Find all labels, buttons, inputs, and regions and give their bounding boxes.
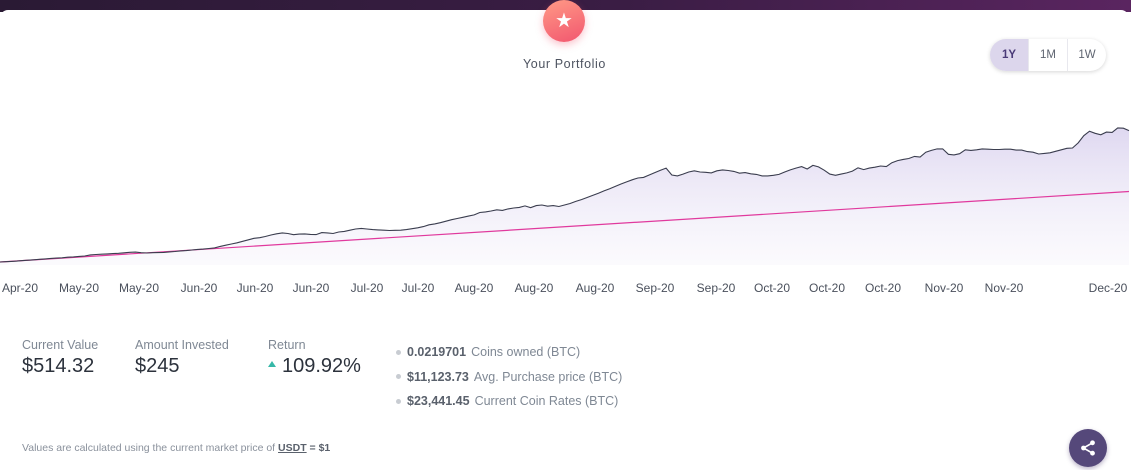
- bullet-icon: [396, 374, 401, 380]
- amount-invested-value: $245: [135, 355, 180, 377]
- return-value: 109.92%: [282, 355, 361, 377]
- x-tick-label: Nov-20: [925, 281, 964, 295]
- arrow-up-icon: [268, 360, 276, 367]
- amount-invested-stat: Amount Invested $245: [135, 338, 229, 378]
- time-range-toggle: 1Y 1M 1W: [990, 39, 1106, 71]
- current-coin-rate-value: $23,441.45: [407, 394, 470, 409]
- return-label: Return: [268, 338, 306, 352]
- x-tick-label: Nov-20: [985, 281, 1024, 295]
- portfolio-chart: Apr-20 May-20 May-20 Jun-20 Jun-20 Jun-20 Jul-…: [0, 127, 1130, 295]
- current-value-stat: Current Value $514.32: [22, 338, 98, 378]
- x-tick-label: Jun-20: [237, 281, 274, 295]
- x-tick-label: Jul-20: [402, 281, 435, 295]
- usdt-link[interactable]: USDT: [278, 442, 307, 454]
- current-coin-rate-label: Current Coin Rates (BTC): [474, 394, 619, 409]
- current-value: $514.32: [22, 355, 95, 377]
- bullet-icon: [396, 349, 401, 355]
- share-button[interactable]: [1069, 429, 1107, 467]
- x-tick-label: Aug-20: [515, 281, 554, 295]
- x-tick-label: Oct-20: [809, 281, 845, 295]
- coin-details: 0.0219701 Coins owned (BTC) $11,123.73 A…: [396, 340, 622, 414]
- x-tick-label: Jul-20: [351, 281, 384, 295]
- footnote-text: Values are calculated using the current …: [22, 442, 276, 454]
- detail-coins-owned: 0.0219701 Coins owned (BTC): [396, 340, 622, 365]
- range-1m-button[interactable]: 1M: [1028, 39, 1067, 71]
- portfolio-series-line: [0, 127, 1130, 263]
- bullet-icon: [396, 398, 401, 404]
- footnote-equals: = $1: [309, 442, 331, 454]
- x-tick-label: Aug-20: [576, 281, 615, 295]
- avg-purchase-price-label: Avg. Purchase price (BTC): [473, 369, 623, 384]
- current-value-label: Current Value: [22, 338, 99, 352]
- x-tick-label: Aug-20: [455, 281, 494, 295]
- star-icon: ★: [555, 10, 573, 32]
- x-tick-label: May-20: [59, 281, 99, 295]
- x-tick-label: Apr-20: [2, 281, 38, 295]
- x-tick-label: Dec-20: [1089, 281, 1128, 295]
- share-icon: [1081, 440, 1095, 456]
- x-tick-label: Jun-20: [181, 281, 218, 295]
- page-title: Your Portfolio: [523, 57, 606, 71]
- x-tick-label: Jun-20: [293, 281, 330, 295]
- amount-invested-label: Amount Invested: [135, 338, 229, 352]
- detail-current-coin-rate: $23,441.45 Current Coin Rates (BTC): [396, 389, 622, 414]
- x-tick-label: May-20: [119, 281, 159, 295]
- x-tick-label: Oct-20: [754, 281, 790, 295]
- range-1y-button[interactable]: 1Y: [990, 39, 1028, 71]
- portfolio-area-fill: [0, 127, 1129, 266]
- return-value-row: 109.92%: [268, 355, 361, 378]
- x-tick-label: Oct-20: [865, 281, 901, 295]
- avg-purchase-price-value: $11,123.73: [407, 369, 469, 384]
- x-tick-label: Sep-20: [697, 281, 736, 295]
- return-stat: Return 109.92%: [268, 338, 361, 378]
- footnote: Values are calculated using the current …: [22, 442, 330, 454]
- coins-owned-value: 0.0219701: [407, 345, 467, 360]
- x-tick-label: Sep-20: [636, 281, 675, 295]
- detail-avg-purchase-price: $11,123.73 Avg. Purchase price (BTC): [396, 365, 622, 390]
- coins-owned-label: Coins owned (BTC): [471, 345, 581, 360]
- portfolio-badge: ★: [543, 0, 585, 42]
- range-1w-button[interactable]: 1W: [1067, 39, 1106, 71]
